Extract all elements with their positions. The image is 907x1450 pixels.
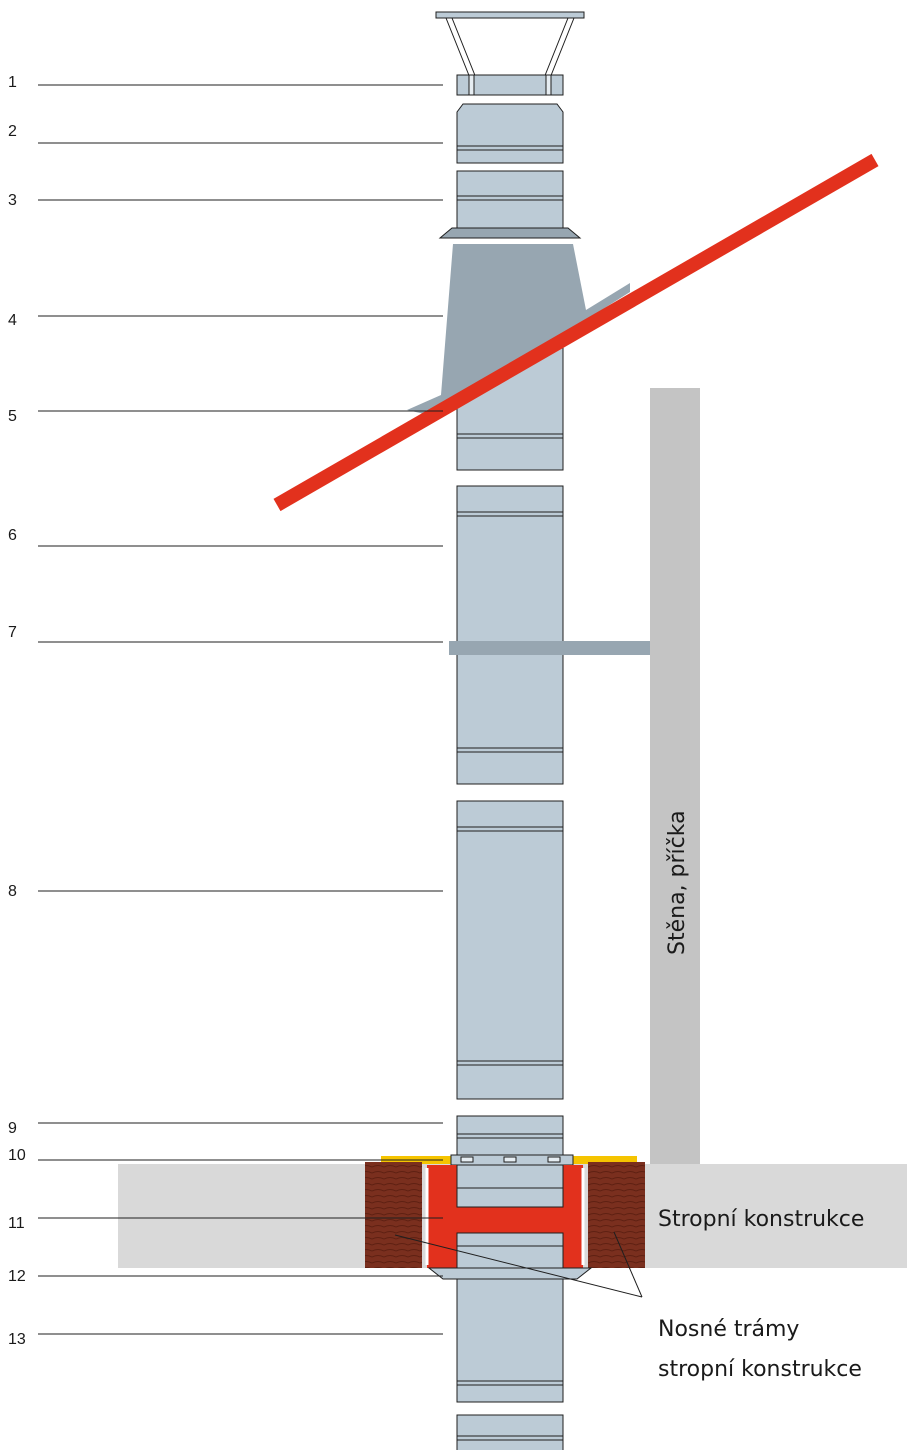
pipe-section-2 (456, 103, 564, 164)
beam-label-line2: stropní konstrukce (658, 1357, 862, 1382)
beam-label-line1: Nosné trámy (658, 1317, 799, 1342)
pipe-section-5 (456, 339, 564, 471)
pipe-section-8 (456, 800, 564, 1100)
pipe-section-bottom (456, 1414, 564, 1450)
ceiling-plate (450, 1154, 574, 1166)
beam-right (588, 1162, 645, 1268)
wall (650, 388, 700, 1168)
item-number-9: 9 (8, 1120, 17, 1137)
item-number-11: 11 (8, 1215, 25, 1232)
pipe-section-13 (456, 1278, 564, 1403)
item-number-6: 6 (8, 527, 17, 544)
item-number-2: 2 (8, 123, 17, 140)
seal-strip-right (573, 1156, 637, 1164)
ceiling-label: Stropní konstrukce (658, 1207, 864, 1232)
item-number-5: 5 (8, 408, 17, 425)
item-number-10: 10 (8, 1147, 26, 1164)
roof-line (273, 153, 879, 512)
storm-collar (438, 227, 582, 239)
ceiling-pass-through (425, 1164, 585, 1269)
item-number-1: 1 (8, 74, 17, 91)
item-number-8: 8 (8, 883, 17, 900)
pipe-section-3 (456, 170, 564, 230)
wall-bracket (449, 641, 650, 655)
item-number-13: 13 (8, 1331, 26, 1348)
roof-flashing (407, 244, 630, 416)
bottom-plate (427, 1267, 593, 1280)
rain-cap (435, 11, 585, 96)
beam-callout: Nosné trámy stropní konstrukce (394, 1231, 862, 1382)
item-number-3: 3 (8, 192, 17, 209)
wall-label: Stěna, příčka (665, 810, 690, 955)
item-number-12: 12 (8, 1268, 26, 1285)
item-number-4: 4 (8, 312, 17, 329)
leader-lines (38, 84, 443, 1335)
item-numbers: 1 2 3 4 5 6 7 8 9 10 11 12 13 (8, 74, 26, 1348)
item-number-7: 7 (8, 624, 17, 641)
beam-left (365, 1162, 422, 1268)
pipe-section-6 (456, 485, 564, 785)
